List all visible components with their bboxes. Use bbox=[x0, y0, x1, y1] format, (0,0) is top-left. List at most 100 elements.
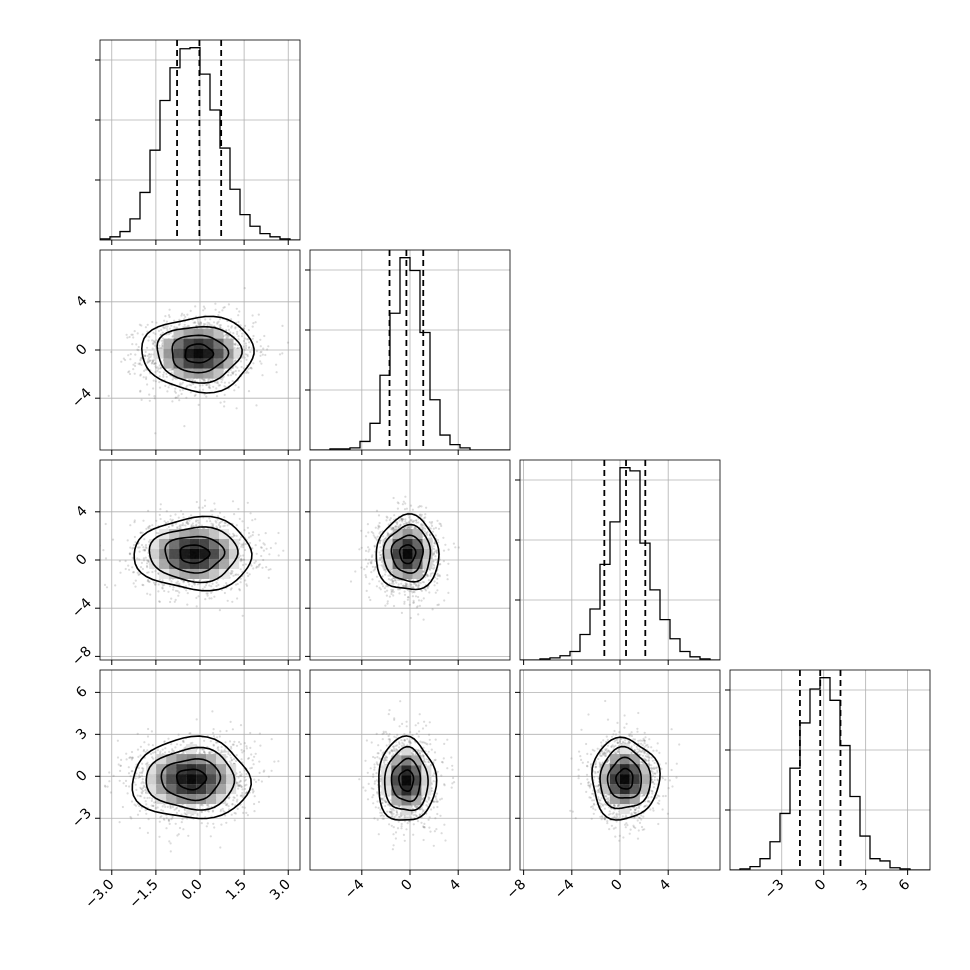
sample-point bbox=[377, 514, 381, 517]
sample-point bbox=[167, 386, 170, 389]
sample-point bbox=[198, 384, 201, 387]
sample-point bbox=[244, 347, 247, 350]
sample-point bbox=[208, 384, 211, 387]
density-cell bbox=[189, 548, 200, 559]
density-cell bbox=[229, 538, 240, 549]
sample-point bbox=[231, 500, 235, 503]
density-cell bbox=[412, 548, 423, 559]
sample-point bbox=[231, 372, 234, 375]
sample-point bbox=[139, 373, 142, 376]
sample-point bbox=[162, 373, 165, 376]
sample-point bbox=[217, 523, 220, 527]
density-cell bbox=[392, 558, 403, 569]
sample-point bbox=[194, 520, 198, 523]
sample-point bbox=[151, 359, 154, 362]
sample-point bbox=[264, 532, 267, 535]
sample-point bbox=[144, 354, 147, 357]
sample-point bbox=[368, 582, 371, 585]
sample-point bbox=[207, 378, 210, 381]
sample-point bbox=[392, 580, 395, 584]
sample-point bbox=[262, 558, 265, 562]
sample-point bbox=[423, 569, 426, 572]
sample-point bbox=[386, 516, 389, 519]
sample-point bbox=[142, 559, 146, 562]
sample-point bbox=[436, 603, 439, 607]
sample-point bbox=[176, 580, 179, 583]
sample-point bbox=[195, 500, 198, 504]
sample-point bbox=[175, 326, 178, 329]
sample-point bbox=[428, 521, 431, 524]
sample-point bbox=[416, 605, 419, 608]
sample-point bbox=[130, 770, 133, 773]
sample-point bbox=[373, 566, 377, 569]
sample-point bbox=[241, 332, 244, 335]
sample-point bbox=[166, 390, 169, 393]
sample-point bbox=[402, 500, 405, 503]
sample-point bbox=[370, 559, 373, 563]
sample-point bbox=[180, 509, 183, 513]
density-cell bbox=[213, 348, 224, 359]
sample-point bbox=[370, 562, 373, 565]
sample-point bbox=[154, 380, 157, 383]
sample-point bbox=[259, 360, 262, 363]
density-cell bbox=[219, 538, 230, 549]
sample-point bbox=[401, 585, 404, 588]
sample-point bbox=[411, 520, 414, 523]
sample-point bbox=[133, 372, 136, 375]
sample-point bbox=[174, 513, 177, 516]
sample-point bbox=[454, 546, 457, 549]
sample-point bbox=[239, 554, 242, 557]
sample-point bbox=[410, 585, 413, 589]
sample-point bbox=[167, 314, 171, 317]
sample-point bbox=[242, 563, 245, 567]
sample-point bbox=[179, 389, 182, 392]
sample-point bbox=[233, 343, 237, 346]
sample-point bbox=[241, 614, 244, 617]
sample-point bbox=[223, 306, 226, 309]
density-cell bbox=[392, 538, 403, 549]
sample-point bbox=[208, 597, 211, 600]
sample-point bbox=[190, 524, 193, 527]
sample-point bbox=[189, 309, 192, 312]
sample-point bbox=[399, 523, 402, 526]
sample-point bbox=[114, 584, 117, 587]
sample-point bbox=[401, 503, 404, 506]
sample-point bbox=[403, 600, 406, 603]
sample-point bbox=[149, 593, 152, 596]
sample-point bbox=[252, 790, 255, 793]
density-cell bbox=[213, 328, 224, 339]
sample-point bbox=[165, 320, 168, 323]
pair-panel-2-0: −8−404 bbox=[69, 459, 301, 669]
sample-point bbox=[417, 599, 421, 602]
sample-point bbox=[231, 570, 234, 573]
sample-point bbox=[254, 752, 257, 755]
sample-point bbox=[155, 581, 158, 584]
sample-point bbox=[433, 566, 436, 569]
sample-point bbox=[143, 549, 146, 552]
sample-point bbox=[140, 561, 143, 565]
sample-point bbox=[168, 332, 171, 335]
sample-point bbox=[422, 570, 425, 573]
sample-point bbox=[142, 519, 145, 522]
sample-point bbox=[243, 287, 246, 290]
sample-point bbox=[436, 582, 439, 585]
sample-point bbox=[140, 324, 143, 327]
sample-point bbox=[227, 797, 231, 800]
sample-point bbox=[420, 522, 423, 526]
sample-point bbox=[153, 801, 156, 804]
sample-point bbox=[236, 582, 239, 586]
sample-point bbox=[158, 820, 161, 823]
sample-point bbox=[232, 532, 235, 535]
sample-point bbox=[242, 554, 245, 557]
sample-point bbox=[261, 353, 264, 356]
sample-point bbox=[210, 522, 213, 525]
sample-point bbox=[187, 324, 190, 327]
sample-point bbox=[215, 387, 218, 390]
sample-point bbox=[431, 608, 434, 611]
sample-point bbox=[231, 535, 235, 538]
sample-point bbox=[415, 606, 418, 609]
sample-point bbox=[209, 318, 212, 321]
sample-point bbox=[206, 324, 209, 327]
sample-point bbox=[163, 520, 166, 523]
sample-point bbox=[405, 585, 408, 588]
